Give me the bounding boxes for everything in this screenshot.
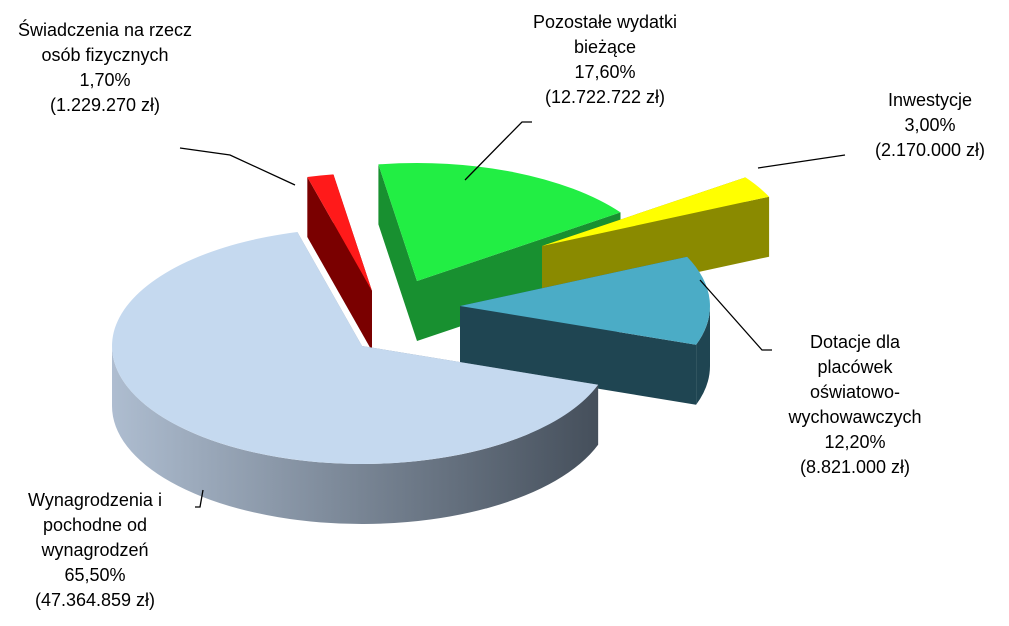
- data-label: Dotacje dla placówek oświatowo-wychowawc…: [745, 330, 965, 480]
- category-label: Wynagrodzenia i pochodne od wynagrodzeń: [28, 490, 162, 560]
- pie: [112, 162, 770, 525]
- slice-wall: [378, 164, 417, 341]
- category-label: Świadczenia na rzecz osób fizycznych: [17, 20, 193, 65]
- slice-wall: [460, 306, 697, 405]
- slice-top: [307, 174, 372, 291]
- slice-wall: [307, 177, 372, 351]
- data-label: Pozostałe wydatki bieżące 17,60% (12.722.7…: [495, 10, 715, 110]
- amount-label: (12.722.722 zł): [544, 87, 666, 107]
- percent-label: 17,60%: [574, 62, 636, 82]
- slice-top: [542, 177, 770, 246]
- slice: [460, 256, 710, 405]
- category-label: Dotacje dla placówek oświatowo-wychowawc…: [788, 332, 922, 427]
- amount-label: (2.170.000 zł): [874, 140, 986, 160]
- slice-top: [112, 232, 599, 464]
- slice: [112, 232, 599, 525]
- leader-line: [179, 147, 296, 186]
- percent-label: 3,00%: [904, 115, 956, 135]
- slice-top: [378, 162, 621, 281]
- data-label: Inwestycje 3,00% (2.170.000 zł): [820, 88, 1009, 163]
- leader-line: [464, 121, 532, 181]
- category-label: Inwestycje: [887, 90, 973, 110]
- amount-label: (1.229.270 zł): [49, 95, 161, 115]
- slice-top: [460, 256, 710, 345]
- leader-line: [757, 154, 846, 169]
- percent-label: 12,20%: [824, 432, 886, 452]
- slice-side: [112, 346, 599, 525]
- percent-label: 65,50%: [64, 565, 126, 585]
- slice: [307, 174, 372, 351]
- category-label: Pozostałe wydatki bieżące: [532, 12, 678, 57]
- amount-label: (47.364.859 zł): [34, 590, 156, 610]
- leader-line: [699, 279, 772, 351]
- leader-line: [195, 489, 204, 508]
- percent-label: 1,70%: [79, 70, 131, 90]
- data-label: Wynagrodzenia i pochodne od wynagrodzeń 6…: [0, 488, 205, 613]
- slice-side: [696, 306, 710, 405]
- amount-label: (8.821.000 zł): [799, 457, 911, 477]
- data-label: Świadczenia na rzecz osób fizycznych 1,70…: [0, 18, 215, 118]
